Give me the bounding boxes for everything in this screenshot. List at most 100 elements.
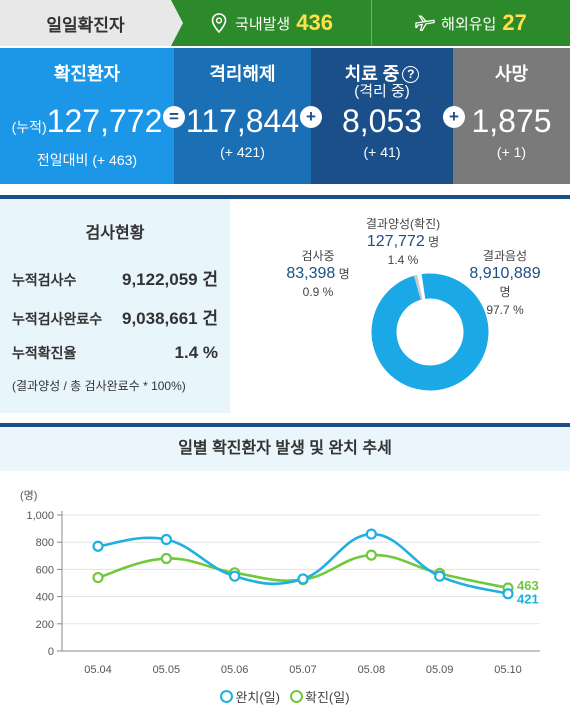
in-progress-label-group: 검사중 83,398 명 0.9 % — [270, 247, 366, 301]
data-point-cured[interactable] — [365, 528, 377, 540]
in-progress-label: 검사중 — [301, 249, 335, 263]
test-status-section: 검사현황 누적검사수 9,122,059 건 누적검사완료수 9,038,661… — [0, 195, 570, 413]
overseas-cases: 해외유입 27 — [372, 0, 570, 46]
plus-icon: + — [300, 106, 322, 128]
last-value-label-cured: 421 — [517, 592, 539, 607]
test-status-title: 검사현황 — [85, 225, 145, 242]
y-tick-label: 800 — [36, 537, 54, 549]
data-point-cured[interactable] — [297, 573, 309, 585]
released-box: 격리해제 117,844 (+ 421) — [174, 48, 311, 184]
deaths-box: 사망 1,875 (+ 1) — [453, 48, 570, 184]
test-row-value: 9,122,059 건 — [122, 270, 218, 289]
test-result-donut — [371, 273, 489, 391]
test-status-panel: 검사현황 누적검사수 9,122,059 건 누적검사완료수 9,038,661… — [0, 199, 230, 413]
released-value: 117,844 — [185, 103, 300, 139]
deaths-title: 사망 — [494, 64, 529, 84]
in-progress-value: 83,398 — [286, 265, 336, 282]
test-row: 누적검사수 9,122,059 건 — [12, 265, 218, 290]
legend-label-confirmed: 확진(일) — [305, 690, 350, 705]
test-row-value: 9,038,661 건 — [122, 309, 218, 328]
positive-label: 결과양성(확진) — [365, 217, 441, 231]
map-pin-icon — [209, 13, 229, 33]
confirmed-title: 확진환자 — [53, 64, 121, 84]
negative-label-group: 결과음성 8,910,889 명 97.7 % — [450, 247, 560, 319]
daily-trend-section: 일별 확진환자 발생 및 완치 추세 (명) 0 200 400 600 800 1,000… — [0, 423, 570, 715]
positive-pct: 1.4 % — [387, 253, 419, 267]
y-tick-label: 400 — [36, 592, 54, 604]
equals-icon: = — [163, 106, 185, 128]
domestic-value: 436 — [296, 10, 333, 35]
x-tick-label: 05.08 — [358, 664, 386, 676]
y-tick-label: 0 — [48, 646, 54, 658]
positive-value: 127,772 — [366, 233, 425, 250]
treatment-value: 8,053 — [341, 103, 423, 139]
negative-label: 결과음성 — [482, 249, 528, 263]
negative-value: 8,910,889 — [469, 265, 541, 282]
data-point-cured[interactable] — [502, 588, 514, 600]
trend-line-chart: (명) 0 200 400 600 800 1,000 05.04 05.05 05.06 05.0… — [20, 489, 540, 676]
daily-confirmed-title: 일일확진자 — [0, 0, 183, 46]
x-tick-label: 05.04 — [84, 664, 112, 676]
confirmed-box: 확진환자 (누적)127,772 전일대비 (+ 463) — [0, 48, 174, 184]
confirmed-note: 전일대비 (+ 463) — [36, 152, 138, 168]
y-tick-label: 1,000 — [26, 510, 54, 522]
treatment-title: 치료 중 — [344, 64, 400, 84]
x-tick-label: 05.06 — [221, 664, 249, 676]
x-tick-label: 05.07 — [289, 664, 317, 676]
overseas-label: 해외유입 — [441, 15, 497, 33]
y-tick-label: 600 — [36, 564, 54, 576]
treatment-box: 치료 중? (격리 중) 8,053 (+ 41) — [311, 48, 453, 184]
airplane-icon — [415, 13, 435, 33]
deaths-note: (+ 1) — [496, 144, 527, 160]
plus-icon: + — [443, 106, 465, 128]
daily-confirmed-bar: 일일확진자 국내발생 436 해외유입 27 — [0, 0, 570, 46]
negative-unit: 명 — [499, 285, 511, 299]
test-row-label: 누적검사완료수 — [12, 311, 103, 327]
last-value-label-confirmed: 463 — [517, 578, 539, 593]
treatment-note: (+ 41) — [363, 144, 401, 160]
deaths-value: 1,875 — [471, 103, 552, 139]
positive-unit: 명 — [428, 235, 440, 249]
x-tick-label: 05.05 — [153, 664, 181, 676]
negative-pct: 97.7 % — [486, 303, 524, 317]
test-row-value: 1.4 % — [174, 343, 218, 362]
legend-item-confirmed[interactable]: 확진(일) — [290, 687, 350, 706]
positive-label-group: 결과양성(확진) 127,772 명 1.4 % — [348, 215, 458, 269]
released-note: (+ 421) — [220, 144, 265, 160]
data-point-cured[interactable] — [160, 533, 172, 546]
overseas-value: 27 — [502, 10, 527, 35]
domestic-cases: 국내발생 436 — [171, 0, 372, 46]
data-point-confirmed[interactable] — [160, 552, 172, 565]
legend-label-cured: 완치(일) — [235, 690, 280, 705]
cured-legend-icon — [220, 690, 234, 703]
donut-slice-negative[interactable] — [371, 273, 489, 391]
y-axis-unit-label: (명) — [20, 489, 37, 502]
y-tick-label: 200 — [36, 619, 54, 631]
domestic-label: 국내발생 — [235, 15, 291, 33]
confirmed-legend-icon — [290, 690, 303, 703]
confirmed-value: 127,772 — [46, 103, 163, 139]
data-point-cured[interactable] — [92, 540, 104, 552]
data-point-cured[interactable] — [229, 570, 241, 582]
x-tick-label: 05.09 — [426, 664, 454, 676]
data-point-confirmed[interactable] — [365, 549, 377, 561]
test-row: 누적검사완료수 9,038,661 건 — [12, 304, 218, 329]
trend-legend: 완치(일) 확진(일) — [0, 687, 570, 706]
data-point-cured[interactable] — [434, 570, 446, 582]
treatment-subtitle: (격리 중) — [354, 83, 410, 100]
positivity-formula-note: (결과양성 / 총 검사완료수 * 100%) — [12, 379, 186, 393]
in-progress-unit: 명 — [338, 267, 350, 281]
x-tick-label: 05.10 — [494, 664, 522, 676]
in-progress-pct: 0.9 % — [302, 285, 334, 299]
trend-chart-title: 일별 확진환자 발생 및 완치 추세 — [0, 427, 570, 471]
test-row-label: 누적검사수 — [12, 272, 77, 288]
test-donut-panel: 검사중 83,398 명 0.9 % 결과양성(확진) 127,772 명 1.… — [230, 199, 570, 413]
test-row: 누적확진율 1.4 % — [12, 343, 218, 363]
confirmed-prefix: (누적) — [11, 119, 47, 135]
case-summary: 확진환자 (누적)127,772 전일대비 (+ 463) 격리해제 117,8… — [0, 48, 570, 184]
data-point-confirmed[interactable] — [92, 571, 104, 584]
help-icon[interactable]: ? — [402, 66, 420, 83]
test-row-label: 누적확진율 — [12, 345, 77, 361]
legend-item-cured[interactable]: 완치(일) — [220, 687, 280, 706]
released-title: 격리해제 — [209, 64, 276, 84]
